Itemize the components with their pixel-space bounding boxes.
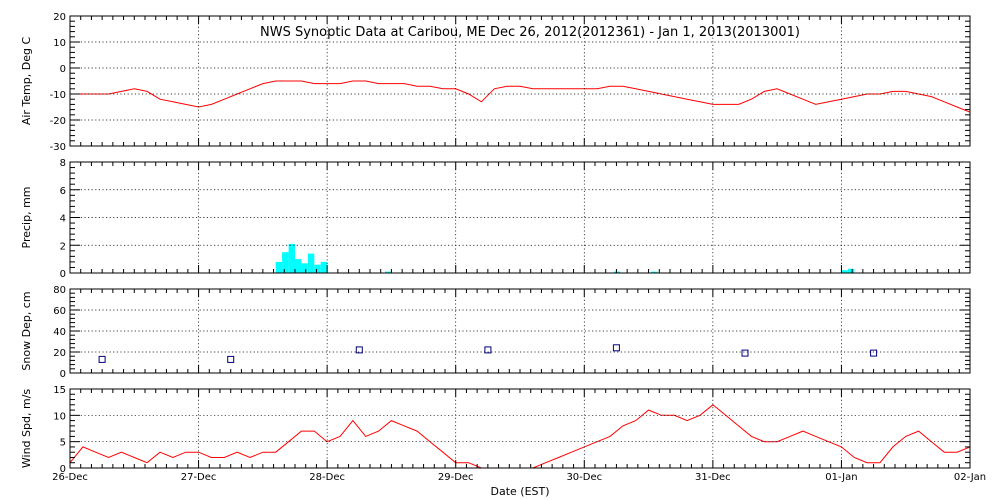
precip-frame: [69, 161, 971, 274]
precip-bar: [847, 268, 855, 273]
snow-depth-y-axis-label: Snow Dep, cm: [20, 291, 33, 370]
precip-ytick-label: 4: [60, 214, 66, 225]
wind-speed-frame: [69, 388, 971, 469]
precip-bar: [301, 263, 308, 273]
panel-precip: 0 2 4 6 8 Precip, mm: [20, 158, 971, 280]
snow-depth-point: [870, 349, 878, 357]
snow-depth-ytick-label: 60: [53, 306, 66, 317]
precip-bar: [613, 271, 621, 273]
x-tick-label: 27-Dec: [181, 472, 217, 483]
air-temp-ytick-label: 0: [60, 64, 66, 75]
air-temp-ytick-label: -30: [50, 142, 66, 153]
wind-speed-y-axis-label: Wind Spd, m/s: [20, 389, 33, 469]
wind-speed-ytick-label: 0: [60, 464, 66, 475]
precip-ytick-label: 0: [60, 269, 66, 280]
snow-depth-ytick-label: 40: [53, 327, 66, 338]
snow-depth-ytick-label: 20: [53, 348, 66, 359]
x-axis-label: Date (EST): [490, 485, 549, 498]
snow-depth-point: [98, 355, 106, 363]
precip-bar: [651, 271, 658, 273]
precip-ytick-label: 6: [60, 186, 66, 197]
wind-speed-ytick-label: 10: [53, 411, 66, 422]
snow-depth-point: [612, 344, 620, 352]
air-temp-series-line: [70, 80, 971, 113]
panel-wind-speed: 0 5 10 15 Wind Spd, m/s: [20, 385, 971, 475]
snow-depth-point: [355, 346, 363, 354]
snow-depth-ytick-label: 80: [53, 285, 66, 296]
precip-bar: [307, 253, 315, 273]
air-temp-ytick-label: -10: [50, 90, 66, 101]
wind-speed-ytick-label: 15: [53, 385, 66, 396]
x-tick-label: 02-Jan: [954, 472, 986, 483]
x-tick-label: 01-Jan: [825, 472, 857, 483]
precip-bar: [841, 270, 848, 273]
precip-ytick-label: 2: [60, 241, 66, 252]
x-tick-label: 30-Dec: [566, 472, 602, 483]
precip-bar: [385, 271, 392, 273]
x-tick-label: 29-Dec: [438, 472, 474, 483]
air-temp-y-axis-label: Air Temp, Deg C: [20, 37, 33, 126]
panels: -30 -20 -10 0 10 20 Air Temp, Deg C 0 2 4 6 8 Precip…: [20, 12, 986, 483]
precip-bar: [275, 261, 283, 273]
air-temp-ytick-label: 20: [53, 12, 66, 23]
precip-bar: [288, 243, 295, 273]
precip-bar: [314, 264, 321, 273]
panel-snow-depth: 0 20 40 60 80 Snow Dep, cm: [20, 285, 971, 380]
wind-speed-ytick-label: 5: [60, 438, 66, 449]
air-temp-frame: [69, 15, 971, 147]
air-temp-ytick-label: -20: [50, 116, 66, 127]
precip-y-axis-label: Precip, mm: [20, 187, 33, 249]
air-temp-ytick-label: 10: [53, 38, 66, 49]
precip-bar: [320, 261, 328, 273]
x-tick-label: 28-Dec: [309, 472, 345, 483]
wind-speed-series-line: [69, 404, 971, 469]
precip-ytick-label: 8: [60, 158, 66, 169]
precip-bar: [282, 252, 289, 273]
chart-title: NWS Synoptic Data at Caribou, ME Dec 26,…: [260, 25, 800, 40]
snow-depth-point: [741, 349, 749, 357]
snow-depth-frame: [69, 288, 971, 374]
x-tick-label: 31-Dec: [695, 472, 731, 483]
snow-depth-ytick-label: 0: [60, 369, 66, 380]
snow-depth-point: [227, 355, 235, 363]
x-tick-label: 26-Dec: [52, 472, 88, 483]
precip-bar: [295, 259, 302, 273]
snow-depth-point: [484, 346, 492, 354]
panel-air-temp: -30 -20 -10 0 10 20 Air Temp, Deg C: [20, 12, 971, 153]
